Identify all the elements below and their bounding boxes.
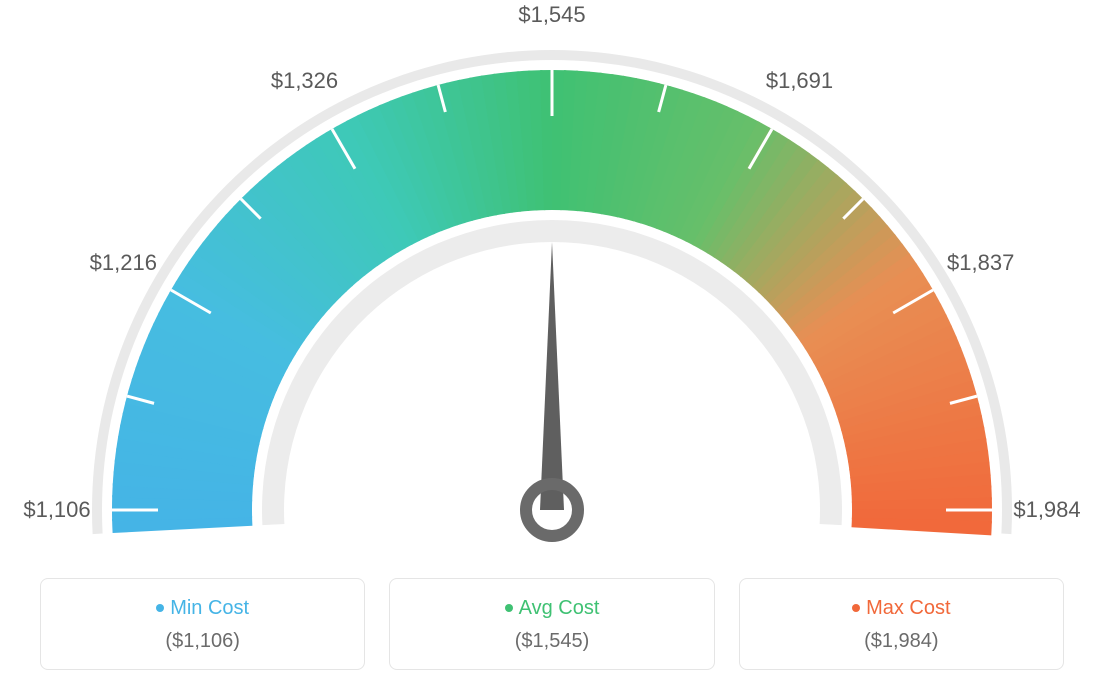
legend-card-value: ($1,984): [750, 630, 1053, 653]
gauge-tick-label: $1,106: [23, 497, 90, 523]
legend-card: Avg Cost ($1,545): [389, 578, 714, 670]
legend-card-title-text: Max Cost: [866, 597, 950, 619]
legend-card: Max Cost ($1,984): [739, 578, 1064, 670]
legend-dot-icon: [156, 604, 164, 612]
gauge-needle: [540, 242, 564, 510]
legend-card-title: Max Cost: [750, 597, 1053, 620]
gauge-area: $1,106 $1,216 $1,326 $1,545 $1,691 $1,837 $1,9…: [0, 0, 1104, 560]
legend-card-title: Avg Cost: [400, 597, 703, 620]
legend-card-title: Min Cost: [51, 597, 354, 620]
gauge-tick-label: $1,837: [947, 250, 1014, 276]
legend-card-value: ($1,106): [51, 630, 354, 653]
legend-dot-icon: [505, 604, 513, 612]
gauge-tick-label: $1,216: [90, 250, 157, 276]
gauge-tick-label: $1,691: [766, 68, 833, 94]
gauge-tick-label: $1,984: [1013, 497, 1080, 523]
legend-dot-icon: [852, 604, 860, 612]
gauge-chart-container: $1,106 $1,216 $1,326 $1,545 $1,691 $1,837 $1,9…: [0, 0, 1104, 690]
gauge-svg: [0, 0, 1104, 560]
legend-card-title-text: Min Cost: [170, 597, 249, 619]
legend-card-title-text: Avg Cost: [519, 597, 600, 619]
legend-card: Min Cost ($1,106): [40, 578, 365, 670]
gauge-tick-label: $1,326: [271, 68, 338, 94]
gauge-tick-label: $1,545: [518, 2, 585, 28]
legend-card-value: ($1,545): [400, 630, 703, 653]
legend-row: Min Cost ($1,106) Avg Cost ($1,545) Max Cost…: [40, 578, 1064, 670]
